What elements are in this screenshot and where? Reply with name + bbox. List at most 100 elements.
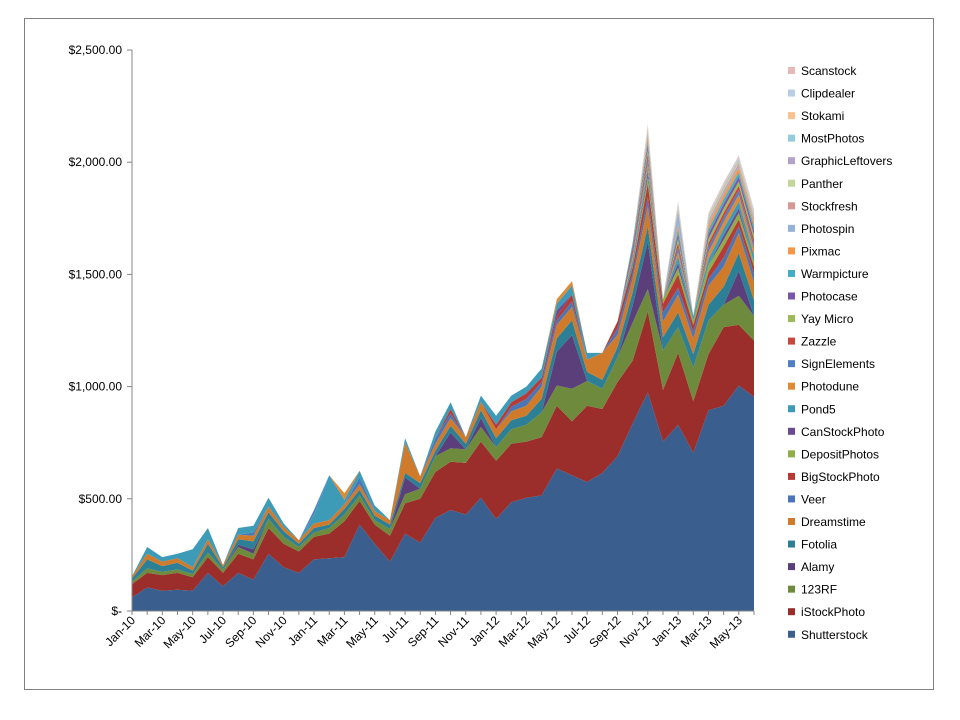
- legend-item: Photodune: [788, 380, 859, 394]
- legend-swatch: [788, 495, 795, 503]
- legend-item: iStockPhoto: [788, 605, 865, 619]
- legend-swatch: [788, 292, 795, 300]
- chart-frame: $- $500.00 $1,000.00 $1,500.00 $2,000.00 $2,5…: [24, 18, 934, 690]
- legend-swatch: [788, 179, 795, 187]
- stacked-area-chart: $- $500.00 $1,000.00 $1,500.00 $2,000.00 $2,5…: [69, 43, 893, 651]
- x-axis: Jan-10Mar-10May-10Jul-10Sep-10Nov-10Jan-…: [102, 610, 755, 651]
- legend-item: BigStockPhoto: [788, 470, 880, 484]
- x-tick-label: May-11: [343, 613, 381, 651]
- legend-item: Zazzle: [788, 335, 837, 349]
- x-tick-label: Sep-10: [222, 613, 259, 650]
- legend-label: Panther: [801, 177, 843, 191]
- legend-swatch: [788, 450, 795, 458]
- legend-swatch: [788, 563, 795, 571]
- legend-label: Warmpicture: [801, 267, 869, 281]
- legend-item: Pond5: [788, 402, 836, 416]
- legend-item: Stokami: [788, 109, 844, 123]
- legend-label: GraphicLeftovers: [801, 154, 892, 168]
- legend-item: DepositPhotos: [788, 447, 879, 461]
- legend-item: Photospin: [788, 222, 854, 236]
- legend-swatch: [788, 360, 795, 368]
- legend-label: Stockfresh: [801, 199, 858, 213]
- legend-label: Fotolia: [801, 538, 837, 552]
- legend-swatch: [788, 134, 795, 142]
- legend-label: DepositPhotos: [801, 447, 879, 461]
- x-tick-label: Jan-13: [648, 613, 684, 649]
- legend-label: CanStockPhoto: [801, 425, 885, 439]
- legend-swatch: [788, 89, 795, 97]
- x-tick-label: Nov-11: [435, 613, 472, 650]
- legend-item: Pixmac: [788, 244, 840, 258]
- legend-swatch: [788, 472, 795, 480]
- legend-swatch: [788, 427, 795, 435]
- legend-item: SignElements: [788, 357, 875, 371]
- legend-item: Stockfresh: [788, 199, 858, 213]
- legend-swatch: [788, 518, 795, 525]
- x-tick-label: Jan-11: [285, 613, 320, 648]
- legend-label: MostPhotos: [801, 132, 864, 146]
- legend-label: Stokami: [801, 109, 844, 123]
- legend-item: CanStockPhoto: [788, 425, 885, 439]
- legend-label: Scanstock: [801, 64, 857, 78]
- legend-label: Pixmac: [801, 244, 840, 258]
- legend-item: Veer: [788, 492, 826, 506]
- x-tick-label: Sep-12: [586, 613, 623, 650]
- legend-label: Yay Micro: [801, 312, 854, 326]
- legend-item: 123RF: [788, 583, 837, 597]
- y-tick-label: $-: [111, 604, 122, 618]
- plot-area: [132, 124, 754, 611]
- legend-swatch: [788, 630, 795, 638]
- legend-swatch: [788, 67, 795, 74]
- legend-swatch: [788, 405, 795, 413]
- x-tick-label: Jan-12: [466, 613, 502, 649]
- legend-swatch: [788, 224, 795, 232]
- x-tick-label: Jan-10: [102, 613, 138, 649]
- legend-label: Photodune: [801, 380, 859, 394]
- legend-swatch: [788, 202, 795, 210]
- legend-label: 123RF: [801, 583, 837, 597]
- y-tick-label: $2,000.00: [69, 155, 123, 169]
- legend-item: Warmpicture: [788, 267, 869, 281]
- legend-label: Pond5: [801, 402, 836, 416]
- legend-swatch: [788, 315, 795, 323]
- x-tick-label: Nov-10: [253, 613, 290, 650]
- y-axis: $- $500.00 $1,000.00 $1,500.00 $2,000.00 $2,5…: [69, 43, 133, 618]
- legend-item: GraphicLeftovers: [788, 154, 892, 168]
- x-tick-label: Nov-12: [617, 613, 654, 650]
- legend-item: Fotolia: [788, 538, 837, 552]
- legend-label: Dreamstime: [801, 515, 866, 529]
- y-tick-label: $2,500.00: [69, 43, 123, 57]
- legend-item: Clipdealer: [788, 87, 855, 101]
- legend-swatch: [788, 247, 795, 255]
- series-area-shutterstock: [132, 385, 754, 611]
- legend-item: Photocase: [788, 290, 858, 304]
- legend-swatch: [788, 608, 795, 616]
- legend-label: BigStockPhoto: [801, 470, 880, 484]
- legend-swatch: [788, 585, 795, 593]
- legend-swatch: [788, 269, 795, 277]
- legend-swatch: [788, 157, 795, 165]
- legend-swatch: [788, 337, 795, 345]
- x-tick-label: May-13: [707, 613, 745, 651]
- x-tick-label: May-10: [161, 613, 199, 651]
- legend-swatch: [788, 112, 795, 120]
- x-tick-label: Sep-11: [405, 613, 442, 650]
- legend-swatch: [788, 540, 795, 548]
- legend-item: Scanstock: [788, 64, 857, 78]
- x-tick-label: May-12: [525, 613, 563, 651]
- legend-item: Alamy: [788, 560, 834, 574]
- legend-item: MostPhotos: [788, 132, 864, 146]
- legend-label: SignElements: [801, 357, 875, 371]
- legend-label: Photocase: [801, 290, 858, 304]
- legend-item: Panther: [788, 177, 843, 191]
- legend-item: Shutterstock: [788, 628, 869, 642]
- legend-swatch: [788, 382, 795, 390]
- legend-label: Photospin: [801, 222, 854, 236]
- y-tick-label: $1,000.00: [69, 380, 123, 394]
- legend-label: Veer: [801, 492, 826, 506]
- legend-label: iStockPhoto: [801, 605, 865, 619]
- legend-label: Zazzle: [801, 335, 837, 349]
- legend-item: Dreamstime: [788, 515, 866, 529]
- legend-label: Clipdealer: [801, 87, 855, 101]
- y-tick-label: $1,500.00: [69, 267, 123, 281]
